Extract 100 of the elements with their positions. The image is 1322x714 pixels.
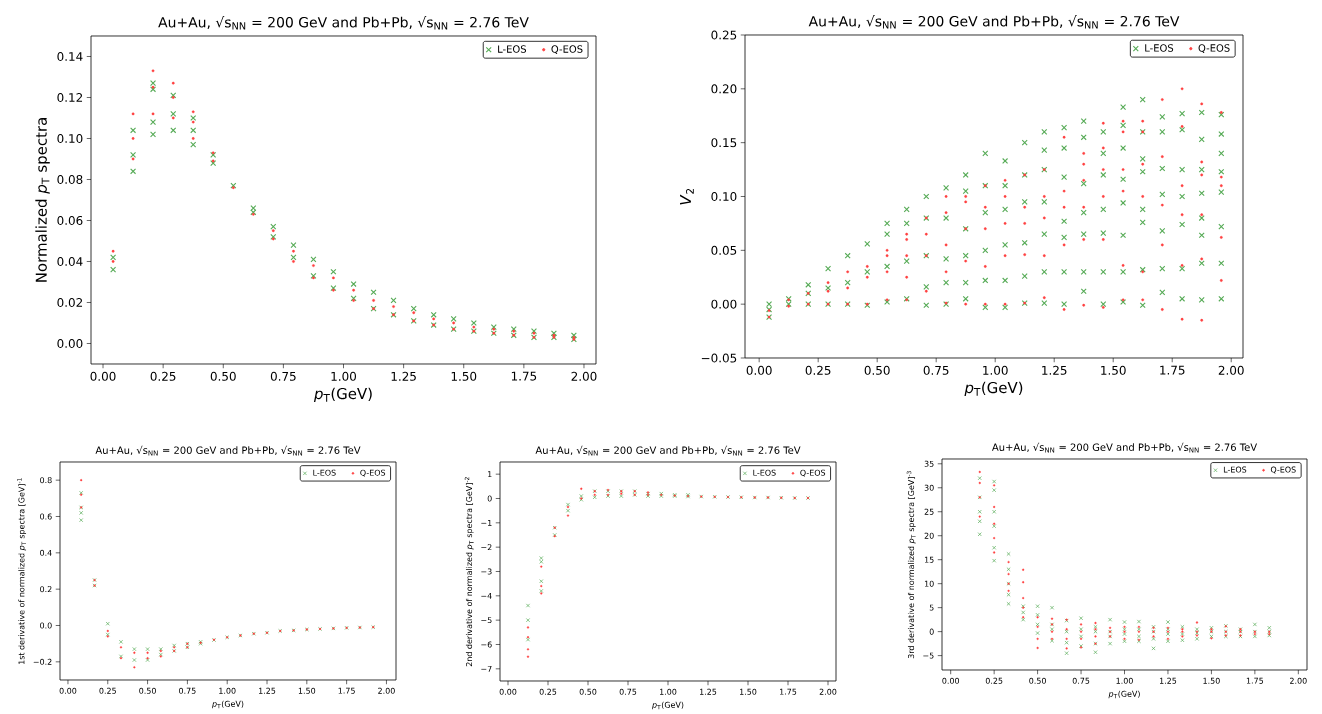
point xyxy=(250,205,257,212)
point xyxy=(150,86,157,93)
point xyxy=(79,518,84,523)
x-tick-label: 0.25 xyxy=(150,371,176,381)
point xyxy=(290,242,297,249)
x-tick-label: 2.00 xyxy=(571,371,597,381)
y-tick-label: 0.04 xyxy=(57,256,83,267)
point xyxy=(171,96,175,99)
point xyxy=(450,315,457,322)
x-tick-label: 1.00 xyxy=(983,365,1008,375)
y-tick-label: 0.02 xyxy=(57,297,83,308)
y-tick-label: 0.15 xyxy=(711,138,737,148)
point xyxy=(370,289,377,296)
point xyxy=(372,299,375,302)
point xyxy=(270,223,277,230)
x-axis-title: p$_{T}$(GeV) xyxy=(964,381,1023,397)
point xyxy=(130,168,137,175)
x-tick-label: 0.50 xyxy=(210,371,236,381)
x-tick-label: 1.75 xyxy=(511,371,537,381)
point xyxy=(312,276,315,280)
point xyxy=(350,281,357,288)
point xyxy=(170,110,177,117)
y-tick-label: 0.14 xyxy=(57,51,83,62)
point xyxy=(150,131,157,138)
point xyxy=(432,317,436,321)
point xyxy=(330,268,337,275)
point xyxy=(525,603,531,608)
point xyxy=(312,264,315,267)
point xyxy=(111,249,115,253)
point xyxy=(132,657,137,663)
point xyxy=(452,321,456,325)
y-tick-label: 0.08 xyxy=(57,174,83,185)
point xyxy=(130,127,137,134)
legend-label: L-EOS xyxy=(498,45,527,53)
point xyxy=(525,618,531,623)
x-tick-label: 2.00 xyxy=(1218,365,1244,375)
x-tick-label: 0.50 xyxy=(864,365,890,375)
x-tick-label: 1.25 xyxy=(391,371,416,381)
point xyxy=(171,116,175,120)
point xyxy=(565,508,571,513)
point xyxy=(150,80,157,87)
point xyxy=(131,112,135,116)
point xyxy=(118,639,124,644)
point xyxy=(151,85,155,89)
point xyxy=(392,305,395,308)
legend-label: L-EOS xyxy=(1145,44,1174,52)
point xyxy=(539,559,544,564)
point xyxy=(131,137,135,140)
point xyxy=(352,288,355,292)
y-tick-label: 0.06 xyxy=(57,215,83,226)
point xyxy=(191,110,195,114)
y-tick-label: −0.05 xyxy=(701,353,737,363)
legend-label: Q-EOS xyxy=(551,45,583,54)
point xyxy=(111,260,115,263)
point xyxy=(151,112,155,116)
x-tick-label: 1.75 xyxy=(1160,365,1185,375)
x-tick-label: 0.25 xyxy=(805,365,831,375)
y-tick-label: 0.05 xyxy=(711,245,737,255)
y-tick-label: 0.20 xyxy=(711,84,737,94)
point xyxy=(539,579,544,584)
point xyxy=(171,81,175,85)
point xyxy=(539,556,544,561)
point xyxy=(271,237,275,241)
point xyxy=(170,92,177,99)
point xyxy=(191,120,195,124)
point xyxy=(430,311,437,318)
point xyxy=(410,305,417,312)
point xyxy=(190,141,197,148)
y-tick-label: 0.10 xyxy=(57,133,83,144)
point xyxy=(131,157,135,161)
point xyxy=(190,127,197,134)
point xyxy=(145,647,150,652)
point xyxy=(470,319,477,327)
x-tick-label: 1.00 xyxy=(331,371,357,381)
point xyxy=(412,311,416,315)
x-tick-label: 0.75 xyxy=(270,371,296,381)
point xyxy=(271,229,275,233)
x-tick-label: 0.00 xyxy=(746,365,772,375)
point xyxy=(191,137,195,140)
x-axis-title: p$_{T}$(GeV) xyxy=(313,387,372,403)
chart-title: Au+Au, √s$_{NN}$ = 200 GeV and Pb+Pb, √s$_{NN}$ = 2.76 TeV xyxy=(808,14,1180,29)
y-tick-label: 0.25 xyxy=(711,30,737,40)
point xyxy=(292,249,295,253)
point xyxy=(292,260,295,263)
legend-label: Q-EOS xyxy=(1198,44,1230,53)
point xyxy=(231,186,235,190)
x-tick-label: 0.75 xyxy=(923,365,949,375)
x-tick-label: 1.50 xyxy=(451,371,477,381)
point xyxy=(110,266,117,273)
y-tick-label: 0.00 xyxy=(711,299,737,309)
point xyxy=(472,325,476,329)
point xyxy=(332,276,335,280)
chart-title: Au+Au, √s$_{NN}$ = 200 GeV and Pb+Pb, √s$_{NN}$ = 2.76 TeV xyxy=(535,445,801,456)
point xyxy=(290,254,297,261)
x-tick-label: 1.25 xyxy=(1042,365,1067,375)
y-axis-title: V$_{2}$ xyxy=(680,188,694,205)
point xyxy=(190,114,197,122)
x-tick-label: 1.50 xyxy=(1101,365,1126,375)
point xyxy=(211,159,215,163)
point xyxy=(132,647,137,652)
